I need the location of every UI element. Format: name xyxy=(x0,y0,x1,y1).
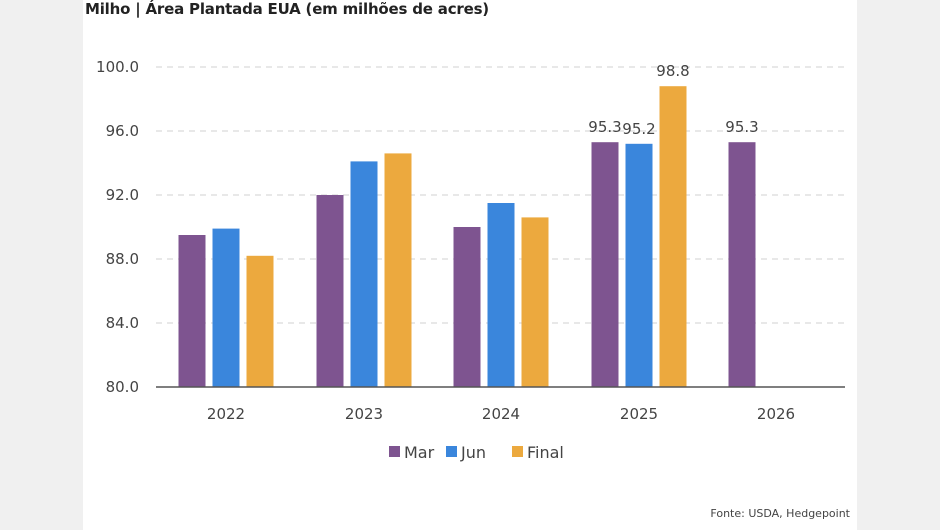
legend-swatch-mar xyxy=(389,446,400,457)
bar-jun-2022 xyxy=(212,228,240,387)
bars xyxy=(178,86,756,387)
y-tick-label: 80.0 xyxy=(106,378,139,396)
y-tick-label: 92.0 xyxy=(106,186,139,204)
bar-mar-2022 xyxy=(178,235,206,387)
bar-mar-2025 xyxy=(591,142,619,387)
bar-jun-2023 xyxy=(350,161,378,387)
y-tick-label: 84.0 xyxy=(106,314,139,332)
data-label: 95.3 xyxy=(588,118,621,136)
x-tick-label: 2026 xyxy=(757,405,795,423)
y-axis-ticks: 80.0 84.0 88.0 92.0 96.0 100.0 xyxy=(96,58,139,396)
legend-swatch-jun xyxy=(446,446,457,457)
bar-mar-2024 xyxy=(453,227,481,387)
bar-final-2024 xyxy=(521,217,549,387)
data-label: 98.8 xyxy=(656,62,689,80)
bar-final-2022 xyxy=(246,255,274,387)
data-label: 95.2 xyxy=(622,120,655,138)
y-tick-label: 100.0 xyxy=(96,58,139,76)
bar-final-2025 xyxy=(659,86,687,387)
bar-jun-2025 xyxy=(625,143,653,387)
x-tick-label: 2024 xyxy=(482,405,520,423)
x-tick-label: 2025 xyxy=(620,405,658,423)
legend-swatch-final xyxy=(512,446,523,457)
data-labels: 95.3 95.298.895.3 xyxy=(588,62,758,138)
legend: Mar Jun Final xyxy=(389,443,564,462)
bar-final-2023 xyxy=(384,153,412,387)
legend-label-jun: Jun xyxy=(460,443,486,462)
y-tick-label: 88.0 xyxy=(106,250,139,268)
data-label: 95.3 xyxy=(725,118,758,136)
bar-mar-2026 xyxy=(728,142,756,387)
x-tick-label: 2022 xyxy=(207,405,245,423)
x-tick-label: 2023 xyxy=(345,405,383,423)
source-note: Fonte: USDA, Hedgepoint xyxy=(710,507,850,520)
legend-label-mar: Mar xyxy=(404,443,435,462)
legend-label-final: Final xyxy=(527,443,564,462)
bar-jun-2024 xyxy=(487,203,515,387)
chart-title: Milho | Área Plantada EUA (em milhões de… xyxy=(85,0,489,18)
y-tick-label: 96.0 xyxy=(106,122,139,140)
x-axis-ticks: 2022 2023 2024 2025 2026 xyxy=(207,405,795,423)
bar-mar-2023 xyxy=(316,195,344,387)
